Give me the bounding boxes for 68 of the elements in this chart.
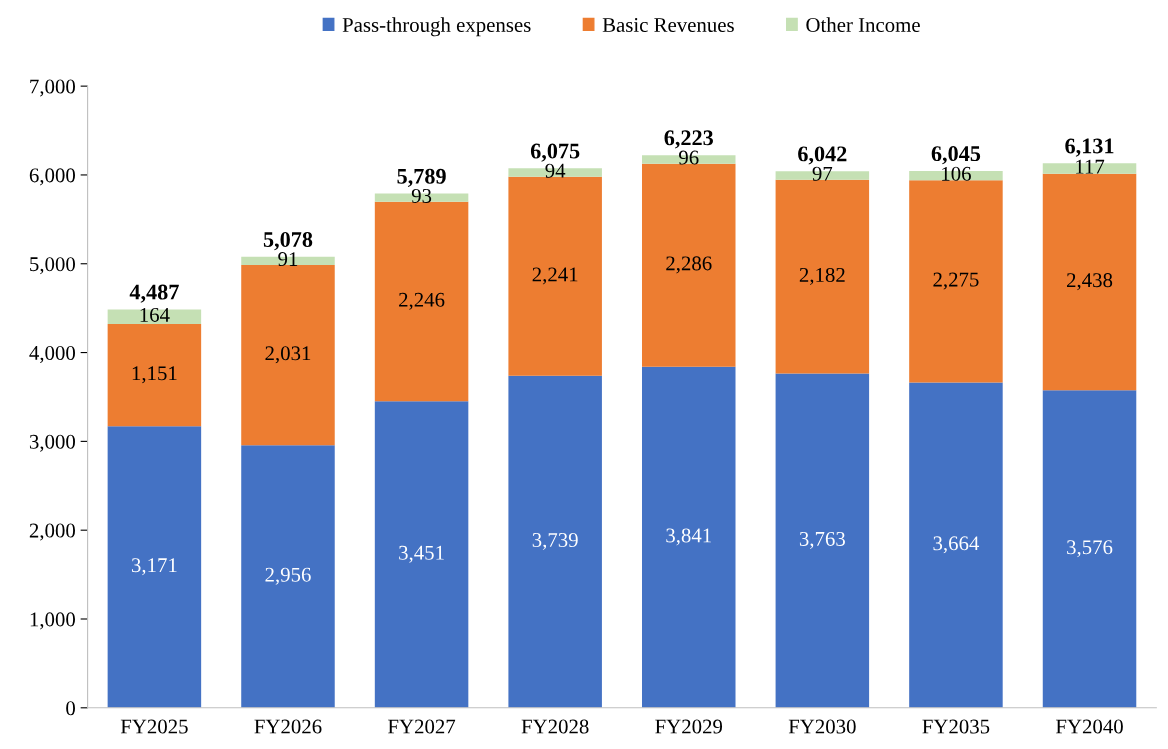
bar bbox=[1042, 390, 1137, 708]
bar bbox=[909, 180, 1003, 383]
x-tick-label: FY2025 bbox=[120, 719, 188, 734]
y-tick-label: 0 bbox=[66, 701, 75, 716]
bar bbox=[508, 375, 602, 708]
total-label: 4,487 bbox=[129, 284, 179, 303]
data-label: 117 bbox=[1076, 159, 1105, 174]
x-tick-label: FY2035 bbox=[922, 719, 990, 734]
bar bbox=[909, 382, 1003, 708]
bar bbox=[642, 163, 736, 367]
data-label: 3,171 bbox=[131, 558, 177, 576]
y-tick-label: 4,000 bbox=[29, 345, 75, 363]
bar bbox=[241, 445, 335, 708]
data-label: 2,182 bbox=[799, 267, 845, 285]
x-tick-label: FY2026 bbox=[254, 719, 322, 734]
bar bbox=[642, 366, 736, 708]
data-label: 2,956 bbox=[265, 567, 311, 585]
total-label: 6,045 bbox=[931, 146, 981, 165]
data-label: 2,246 bbox=[399, 292, 445, 310]
data-label: 3,841 bbox=[666, 528, 711, 546]
total-label: 5,789 bbox=[397, 168, 446, 187]
bar bbox=[508, 176, 602, 376]
bar bbox=[107, 323, 202, 427]
bar bbox=[241, 264, 335, 446]
legend-label: Pass-through expenses bbox=[342, 17, 531, 37]
data-label: 91 bbox=[278, 252, 298, 267]
bar bbox=[775, 373, 870, 708]
x-tick-label: FY2030 bbox=[788, 719, 856, 734]
y-tick-label: 5,000 bbox=[30, 257, 75, 275]
data-label: 164 bbox=[140, 307, 170, 322]
bar bbox=[107, 309, 202, 324]
x-tick-label: FY2029 bbox=[655, 719, 723, 734]
bar bbox=[1042, 173, 1137, 391]
y-tick-label: 7,000 bbox=[30, 79, 75, 97]
data-label: 2,438 bbox=[1067, 273, 1113, 291]
data-label: 2,241 bbox=[532, 267, 578, 285]
data-label: 3,739 bbox=[532, 532, 578, 550]
data-label: 3,451 bbox=[399, 545, 444, 563]
bar bbox=[775, 179, 870, 374]
data-label: 106 bbox=[942, 166, 971, 181]
data-label: 2,275 bbox=[933, 272, 979, 290]
data-label: 96 bbox=[679, 150, 699, 165]
total-label: 6,131 bbox=[1065, 138, 1114, 157]
total-label: 6,042 bbox=[798, 146, 847, 165]
data-label: 1,151 bbox=[132, 366, 177, 384]
y-tick-label: 3,000 bbox=[29, 434, 75, 452]
y-tick-label: 2,000 bbox=[29, 523, 75, 541]
data-label: 93 bbox=[411, 188, 432, 203]
y-tick-label: 6,000 bbox=[29, 168, 75, 186]
data-label: 3,576 bbox=[1067, 540, 1113, 558]
data-label: 3,763 bbox=[799, 531, 845, 549]
legend-label: Other Income bbox=[806, 17, 920, 33]
x-tick-label: FY2027 bbox=[388, 719, 456, 734]
data-label: 3,664 bbox=[933, 536, 980, 554]
total-label: 6,223 bbox=[664, 130, 713, 149]
bar bbox=[374, 201, 469, 402]
data-label: 94 bbox=[545, 163, 566, 178]
bar bbox=[107, 426, 202, 708]
total-label: 6,075 bbox=[530, 143, 580, 162]
total-label: 5,078 bbox=[263, 231, 313, 251]
data-label: 2,031 bbox=[265, 346, 311, 364]
data-label: 97 bbox=[812, 166, 833, 181]
data-label: 2,286 bbox=[666, 256, 712, 274]
x-tick-label: FY2040 bbox=[1055, 719, 1123, 734]
y-tick-label: 1,000 bbox=[30, 612, 75, 630]
legend-label: Basic Revenues bbox=[602, 18, 734, 33]
bar bbox=[374, 401, 469, 708]
x-tick-label: FY2028 bbox=[521, 719, 589, 734]
